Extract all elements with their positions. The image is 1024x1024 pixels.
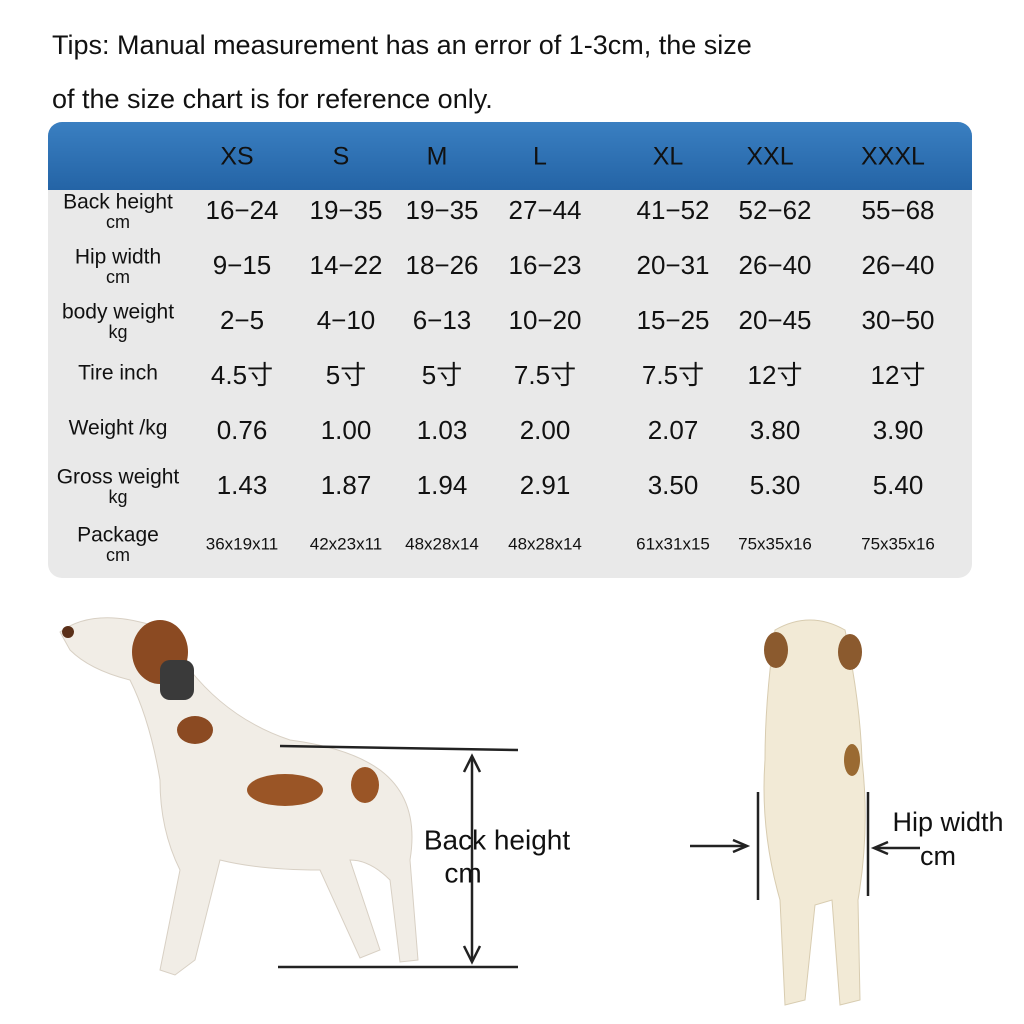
table-cell: 1.43 xyxy=(217,470,268,500)
table-cell: 16−24 xyxy=(205,195,278,225)
table-cell: 3.80 xyxy=(750,415,801,445)
table-cell: 48x28x14 xyxy=(405,534,479,553)
table-cell: 55−68 xyxy=(861,195,934,225)
dog-rear-illustration xyxy=(763,619,866,1006)
table-cell: 1.87 xyxy=(321,470,372,500)
table-cell: 20−45 xyxy=(738,305,811,335)
table-cell: 2.91 xyxy=(520,470,571,500)
table-cell: 19−35 xyxy=(405,195,478,225)
back-height-label: cm xyxy=(444,857,481,888)
table-cell: 27−44 xyxy=(508,195,581,225)
table-cell: 26−40 xyxy=(861,250,934,280)
back-height-measure xyxy=(278,744,519,969)
table-cell: 2.00 xyxy=(520,415,571,445)
table-cell: 19−35 xyxy=(309,195,382,225)
table-cell: 20−31 xyxy=(636,250,709,280)
row-label: kg xyxy=(108,487,127,507)
column-header: S xyxy=(333,143,350,171)
row-label: body weight xyxy=(62,301,174,324)
tip-text: of the size chart is for reference only. xyxy=(52,84,493,114)
column-header: XS xyxy=(220,143,253,171)
table-cell: 3.90 xyxy=(873,415,924,445)
table-cell: 52−62 xyxy=(738,195,811,225)
row-label: cm xyxy=(106,267,130,287)
back-height-label: Back height xyxy=(424,824,571,855)
table-cell: 1.00 xyxy=(321,415,372,445)
table-cell: 1.94 xyxy=(417,470,468,500)
table-cell: 9−15 xyxy=(213,250,272,280)
table-cell: 5寸 xyxy=(422,360,462,390)
row-label: Hip width xyxy=(75,246,161,269)
tip-text: Tips: Manual measurement has an error of… xyxy=(52,30,752,60)
table-background xyxy=(48,122,972,578)
table-cell: 75x35x16 xyxy=(861,534,935,553)
table-cell: 18−26 xyxy=(405,250,478,280)
table-cell: 15−25 xyxy=(636,305,709,335)
table-cell: 5.30 xyxy=(750,470,801,500)
table-cell: 14−22 xyxy=(309,250,382,280)
table-cell: 5.40 xyxy=(873,470,924,500)
row-label: Gross weight xyxy=(57,466,180,489)
row-label: kg xyxy=(108,322,127,342)
row-label: cm xyxy=(106,545,130,565)
table-cell: 5寸 xyxy=(326,360,366,390)
table-cell: 26−40 xyxy=(738,250,811,280)
table-cell: 61x31x15 xyxy=(636,534,710,553)
table-cell: 10−20 xyxy=(508,305,581,335)
table-cell: 2−5 xyxy=(220,305,264,335)
table-cell: 4.5寸 xyxy=(211,360,273,390)
column-header: L xyxy=(533,143,547,171)
table-cell: 12寸 xyxy=(871,360,926,390)
hip-width-measure xyxy=(690,792,920,900)
table-cell: 1.03 xyxy=(417,415,468,445)
column-header: XXL xyxy=(746,143,793,171)
row-label: Tire inch xyxy=(78,362,158,385)
table-cell: 16−23 xyxy=(508,250,581,280)
table-cell: 42x23x11 xyxy=(310,534,382,553)
table-cell: 36x19x11 xyxy=(206,534,278,553)
table-cell: 7.5寸 xyxy=(514,360,576,390)
table-cell: 6−13 xyxy=(413,305,472,335)
column-header: XXXL xyxy=(861,143,925,171)
table-cell: 3.50 xyxy=(648,470,699,500)
hip-width-label: cm xyxy=(920,841,956,871)
column-header: XL xyxy=(653,143,684,171)
table-cell: 48x28x14 xyxy=(508,534,582,553)
row-label: Back height xyxy=(63,191,173,214)
table-cell: 4−10 xyxy=(317,305,376,335)
table-cell: 30−50 xyxy=(861,305,934,335)
table-cell: 12寸 xyxy=(748,360,803,390)
hip-width-label: Hip width xyxy=(892,807,1003,837)
table-cell: 7.5寸 xyxy=(642,360,704,390)
row-label: Package xyxy=(77,524,159,547)
row-label: cm xyxy=(106,212,130,232)
row-label: Weight /kg xyxy=(69,417,168,440)
dog-side-illustration xyxy=(59,617,419,976)
table-cell: 2.07 xyxy=(648,415,699,445)
column-header: M xyxy=(427,143,448,171)
table-cell: 0.76 xyxy=(217,415,268,445)
table-cell: 75x35x16 xyxy=(738,534,812,553)
table-cell: 41−52 xyxy=(636,195,709,225)
